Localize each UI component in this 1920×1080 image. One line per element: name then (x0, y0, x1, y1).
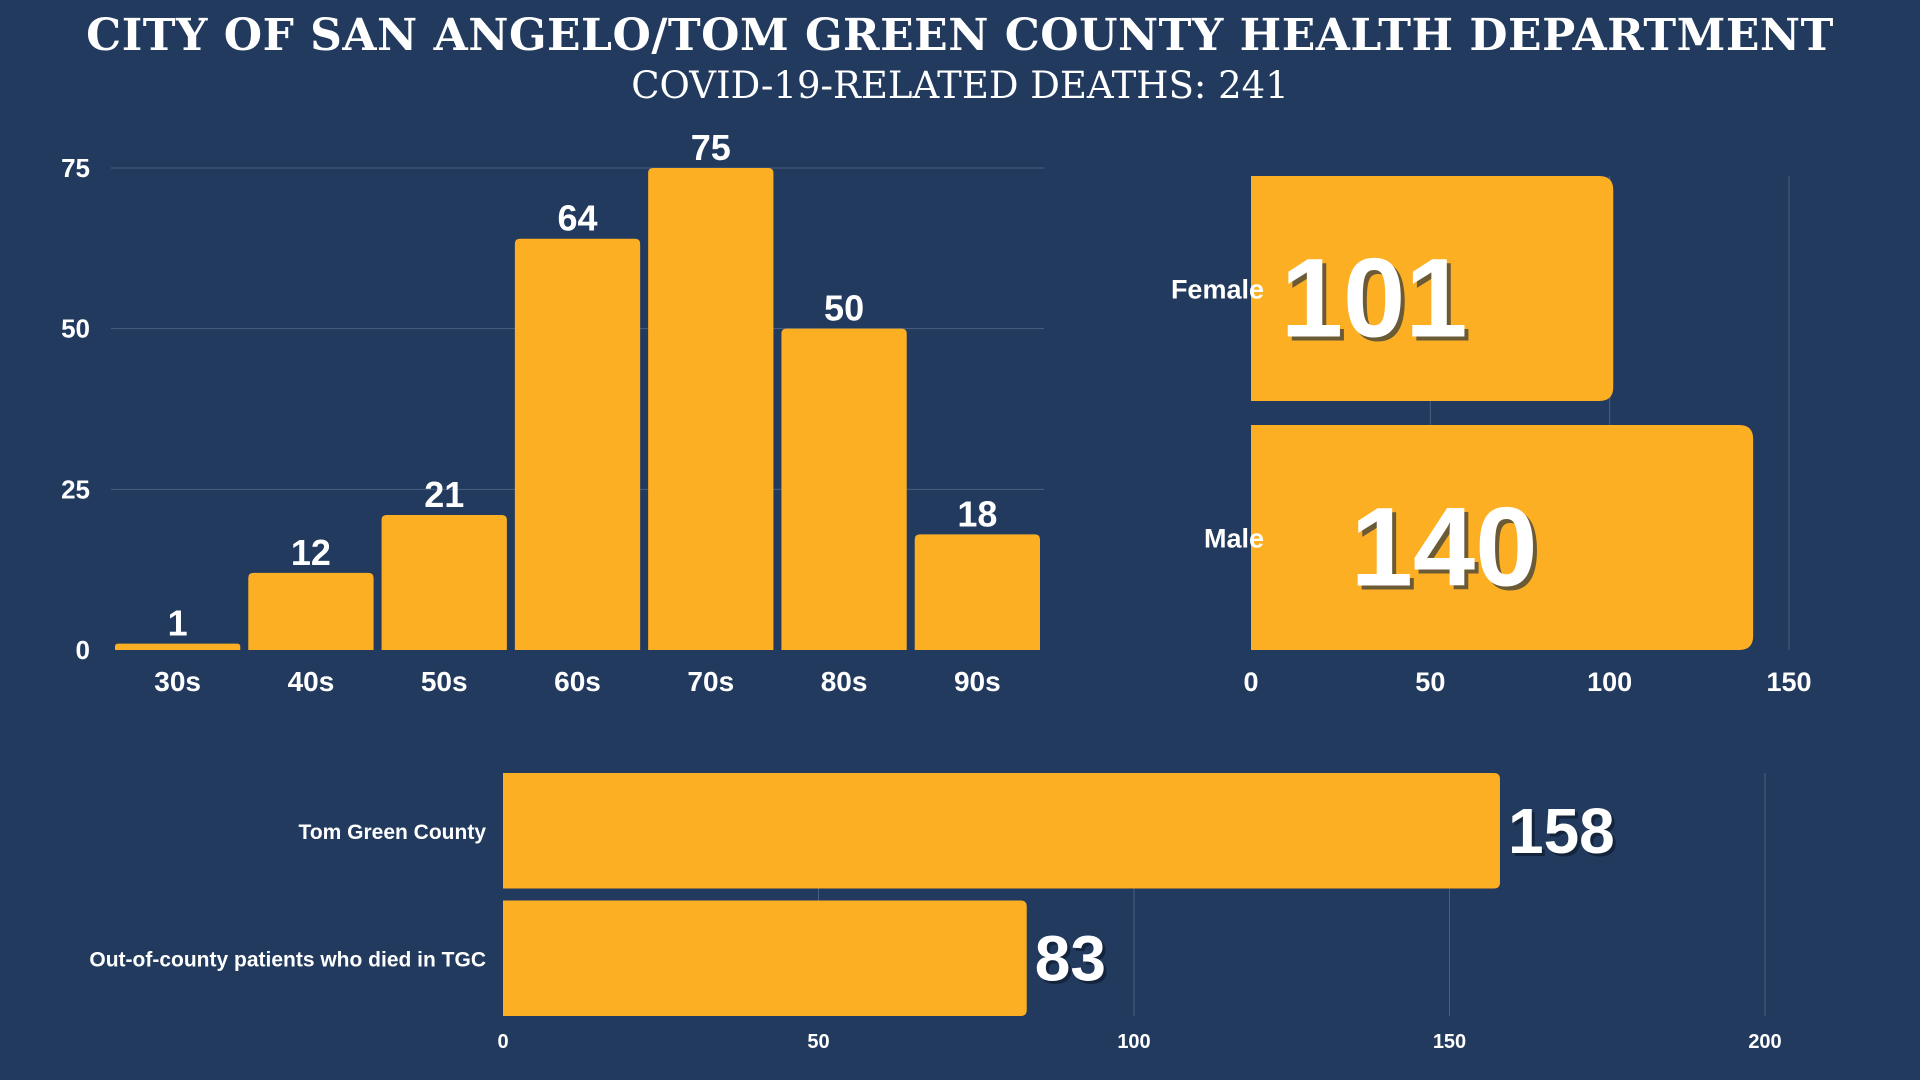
x-tick-label: 30s (154, 666, 201, 697)
data-label: 83 (1035, 922, 1106, 994)
y-tick-label: Tom Green County (299, 821, 487, 844)
data-label: 101 (1281, 236, 1468, 361)
data-label-shadow: 158 (1511, 798, 1618, 870)
y-tick-label: 50 (61, 314, 90, 344)
data-label: 50 (824, 288, 864, 329)
x-tick-label: 150 (1433, 1031, 1466, 1053)
x-tick-label: 60s (554, 666, 601, 697)
x-tick-label: 40s (288, 666, 335, 697)
data-label: 12 (291, 532, 331, 573)
y-tick-label: 0 (76, 635, 90, 665)
sex-bar (1251, 425, 1754, 650)
data-label: 18 (957, 493, 997, 534)
data-label: 158 (1508, 795, 1615, 867)
y-tick-label: Female (1171, 275, 1264, 305)
data-label: 21 (424, 474, 464, 515)
x-tick-label: 70s (687, 666, 734, 697)
residence-bar (503, 900, 1027, 1016)
residence-bar (503, 773, 1500, 889)
sex-bar (1251, 176, 1614, 401)
age-bar (115, 643, 241, 650)
age-bar (914, 534, 1040, 650)
data-label-shadow: 101 (1285, 240, 1472, 365)
age-bar (381, 515, 507, 650)
age-bar (514, 238, 641, 650)
data-label: 64 (557, 198, 597, 239)
x-tick-label: 100 (1117, 1031, 1150, 1053)
x-tick-label: 200 (1748, 1031, 1781, 1053)
page-title: CITY OF SAN ANGELO/TOM GREEN COUNTY HEAL… (86, 10, 1834, 61)
x-tick-label: 150 (1766, 667, 1811, 697)
y-tick-label: 75 (61, 153, 90, 183)
data-label: 140 (1351, 485, 1538, 610)
data-label: 75 (691, 127, 731, 168)
x-tick-label: 0 (1243, 667, 1258, 697)
x-tick-label: 80s (821, 666, 868, 697)
data-label-shadow: 140 (1355, 489, 1542, 614)
age-bar (248, 572, 374, 650)
data-label-shadow: 83 (1038, 925, 1109, 997)
y-tick-label: Out-of-county patients who died in TGC (89, 948, 486, 971)
y-tick-label: Male (1204, 524, 1264, 554)
x-tick-label: 0 (497, 1031, 508, 1053)
x-tick-label: 50 (807, 1031, 829, 1053)
x-tick-label: 100 (1587, 667, 1632, 697)
age-bar (781, 328, 907, 650)
age-bar (648, 168, 774, 650)
data-label: 1 (168, 603, 188, 644)
x-tick-label: 90s (954, 666, 1001, 697)
x-tick-label: 50 (1415, 667, 1445, 697)
page-subtitle: COVID-19-RELATED DEATHS: 241 (631, 64, 1289, 107)
x-tick-label: 50s (421, 666, 468, 697)
y-tick-label: 25 (61, 474, 90, 504)
